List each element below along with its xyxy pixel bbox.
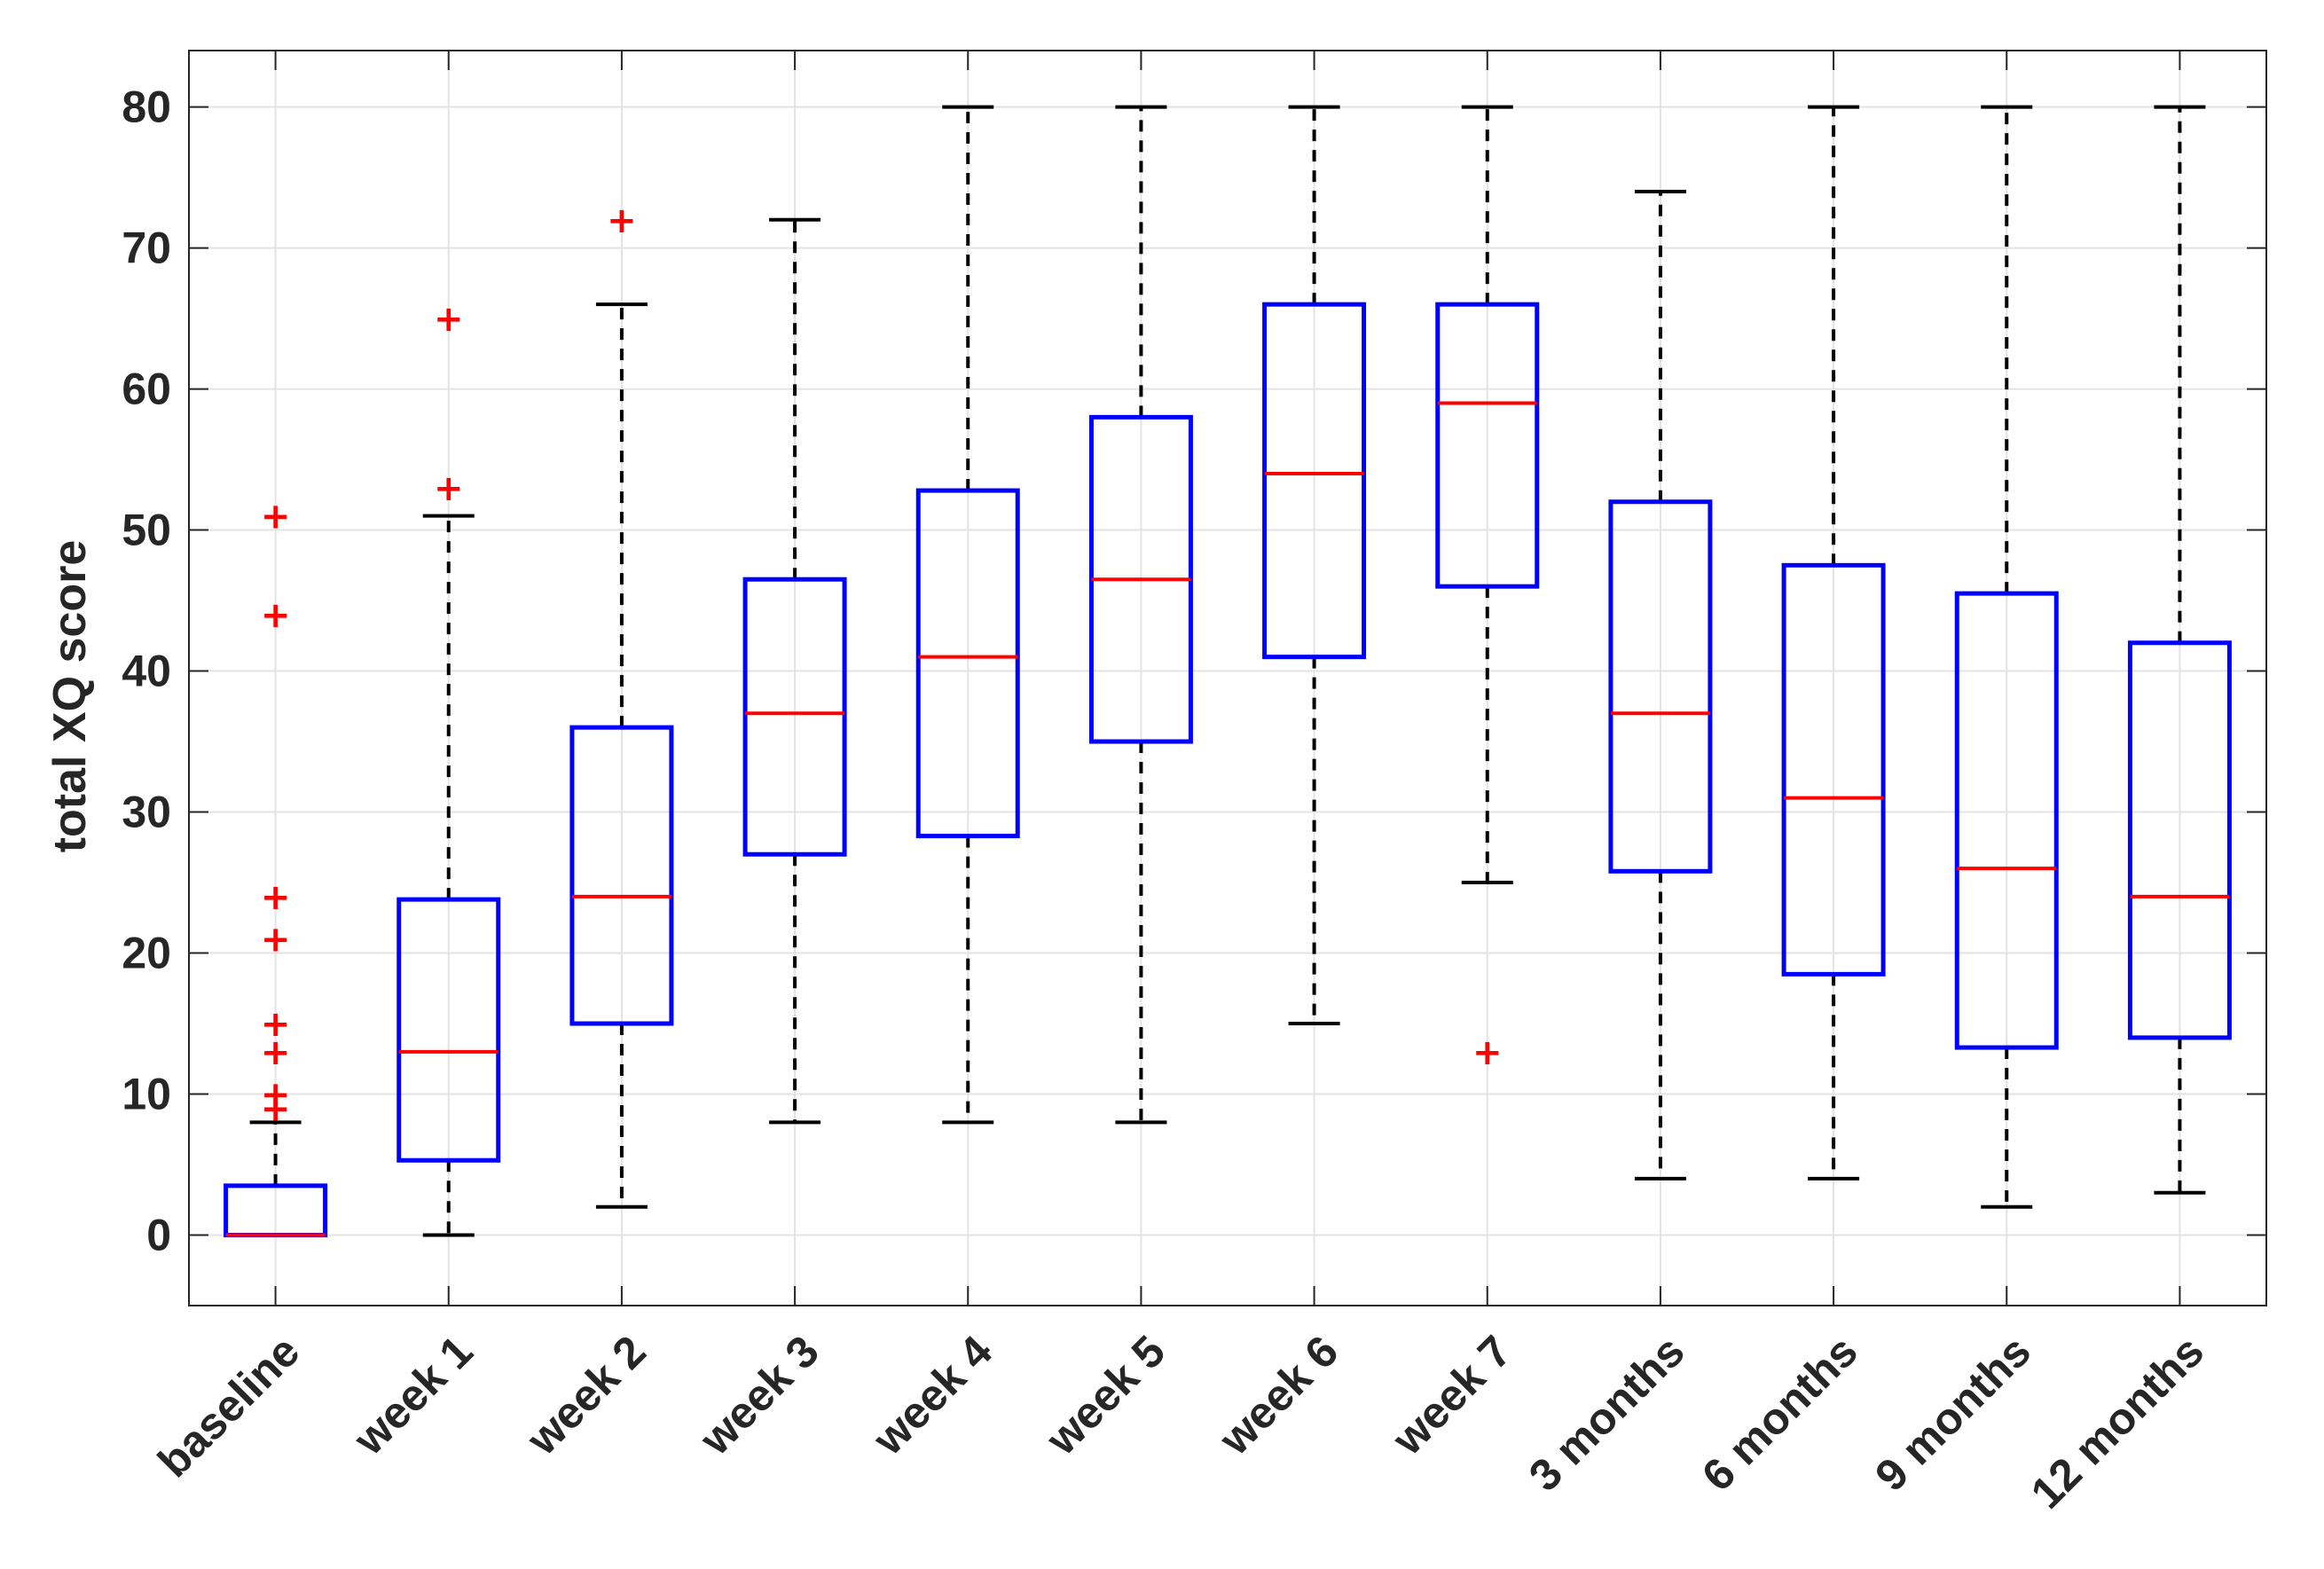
iqr-box <box>1954 591 2059 1050</box>
outlier-point: + <box>434 468 464 509</box>
y-tick-label: 60 <box>122 365 171 414</box>
boxplot-6-months <box>1781 105 1886 1181</box>
iqr-box <box>742 577 847 857</box>
x-tick-label: week 3 <box>690 1326 828 1464</box>
y-tick-label: 50 <box>122 506 171 555</box>
boxplot-3-months <box>1608 189 1713 1181</box>
iqr-box <box>915 488 1020 839</box>
iqr-box <box>1608 499 1713 874</box>
outlier-point: + <box>261 1032 291 1073</box>
outlier-point: + <box>1472 1032 1503 1073</box>
x-tick-label: 6 months <box>1692 1326 1867 1501</box>
iqr-box <box>569 725 674 1026</box>
x-tick-label: 12 months <box>2022 1326 2213 1518</box>
plot-layer: ++++++++++++ <box>224 105 2232 1238</box>
outlier-point: + <box>607 200 637 241</box>
y-tick-label: 40 <box>122 647 171 696</box>
outlier-point: + <box>261 877 291 918</box>
outlier-point: + <box>261 497 291 537</box>
x-tick-label: week 4 <box>863 1326 1001 1464</box>
x-tick-label: week 7 <box>1382 1326 1520 1464</box>
outlier-point: + <box>261 920 291 961</box>
y-tick-label: 30 <box>122 788 171 837</box>
x-tick-label: week 1 <box>343 1326 482 1464</box>
x-tick-label: week 6 <box>1209 1326 1347 1464</box>
outlier-point: + <box>261 1075 291 1116</box>
boxplot-12-months <box>2127 105 2232 1195</box>
grid-layer <box>189 51 2266 1306</box>
x-tick-label: week 2 <box>516 1326 655 1464</box>
y-tick-label: 20 <box>122 929 171 978</box>
axes-frame <box>188 50 2267 1306</box>
outlier-point: + <box>261 1088 291 1129</box>
boxplot-week-5 <box>1088 105 1193 1125</box>
x-tick-label: week 5 <box>1036 1326 1174 1464</box>
iqr-box <box>1262 302 1367 660</box>
boxplot-week-6 <box>1262 105 1367 1026</box>
boxplot-week-7: + <box>1435 105 1540 1073</box>
y-tick-label: 10 <box>122 1070 171 1119</box>
boxplot-week-2: + <box>569 200 674 1209</box>
iqr-box <box>1435 302 1540 589</box>
boxplot-baseline: ++++++++ <box>224 497 328 1238</box>
x-tick-label: 3 months <box>1519 1326 1694 1501</box>
boxplot-week-1: ++ <box>396 299 501 1237</box>
y-axis-title: total XQ score <box>44 540 96 853</box>
y-tick-label: 80 <box>122 82 171 132</box>
iqr-box <box>396 897 501 1163</box>
x-tick-label: baseline <box>148 1326 309 1487</box>
iqr-box <box>1781 562 1886 977</box>
y-tick-label: 0 <box>146 1211 171 1260</box>
axes-layer <box>188 50 2267 1306</box>
boxplot-week-4 <box>915 105 1020 1125</box>
x-tick-label: 9 months <box>1865 1326 2040 1501</box>
iqr-box <box>2127 640 2232 1040</box>
boxplot-9-months <box>1954 105 2059 1209</box>
label-layer: total XQ score 0 10 20 30 40 50 60 70 80 baseline… <box>44 82 2213 1518</box>
boxplot-week-3 <box>742 217 847 1125</box>
outlier-point: + <box>261 595 291 636</box>
outlier-point: + <box>261 1004 291 1045</box>
y-tick-label: 70 <box>122 224 171 273</box>
outlier-point: + <box>434 299 464 340</box>
